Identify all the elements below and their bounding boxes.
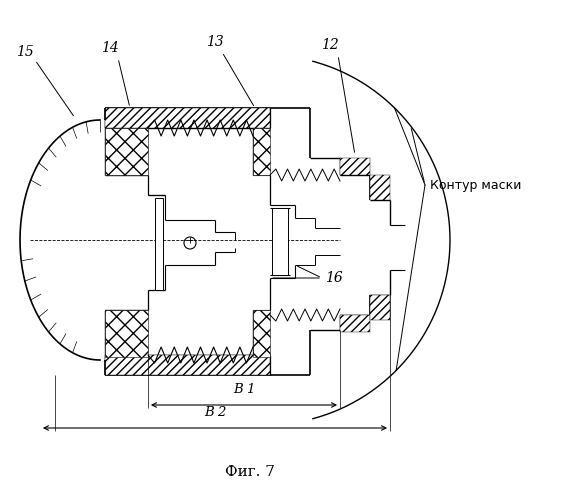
Bar [272, 208, 288, 275]
Text: В 2: В 2 [204, 406, 226, 419]
Bar [155, 198, 163, 290]
Bar [340, 315, 370, 332]
Text: Фиг. 7: Фиг. 7 [225, 465, 275, 479]
Text: В 1: В 1 [233, 383, 255, 396]
Bar [340, 158, 370, 175]
Bar [370, 175, 390, 200]
Text: 16: 16 [325, 271, 343, 285]
Text: 15: 15 [16, 45, 34, 59]
Bar [253, 128, 270, 175]
Bar [105, 128, 148, 175]
Text: 14: 14 [101, 41, 119, 55]
Bar [370, 295, 390, 320]
Bar [105, 355, 270, 375]
Bar [105, 108, 270, 128]
Text: 12: 12 [321, 38, 339, 52]
Bar [253, 310, 270, 357]
Bar [105, 310, 148, 357]
Text: Контур маски: Контур маски [430, 178, 522, 192]
Text: 13: 13 [206, 35, 224, 49]
